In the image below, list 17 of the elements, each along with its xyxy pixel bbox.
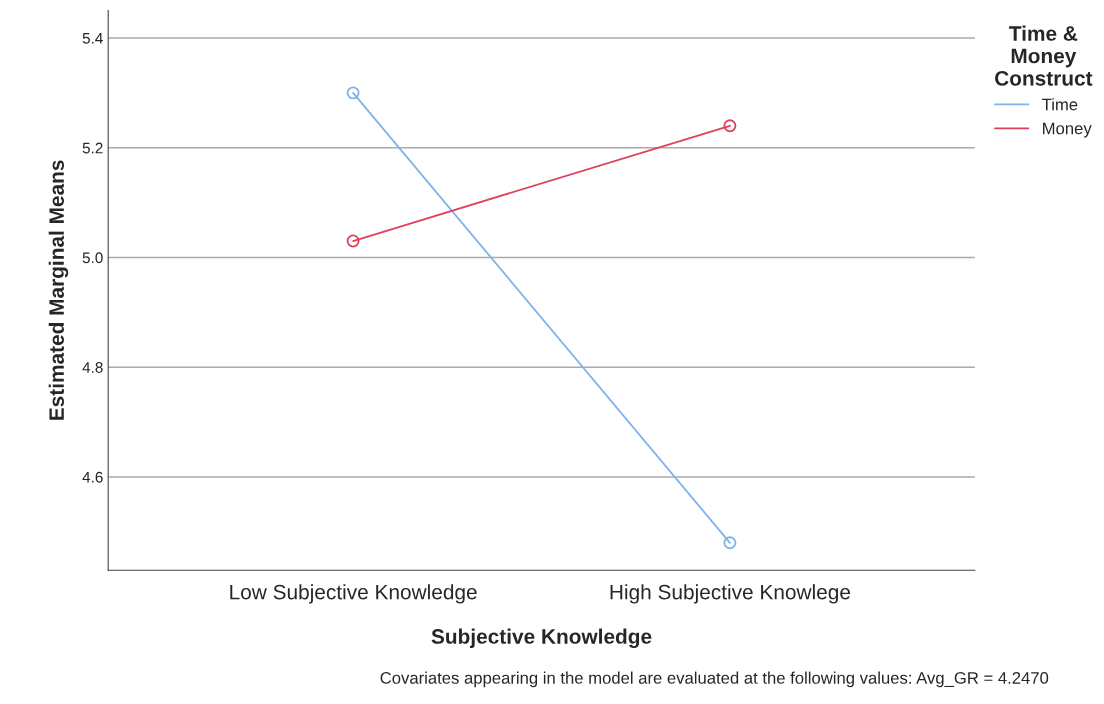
- x-tick-label: High Subjective Knowlege: [610, 584, 851, 604]
- point: [723, 119, 737, 133]
- point: [346, 234, 360, 248]
- x-axis-title: Subjective Knowledge: [431, 628, 652, 649]
- legend-label: Money: [1043, 122, 1092, 138]
- text: Covariates appearing in the model are evaluated at the following values: Avg_GR = 4.2470: [380, 671, 1049, 688]
- y-axis-title: Estimated Marginal Means: [48, 160, 69, 420]
- y-tick-label: 4.8: [82, 362, 103, 373]
- x-tick-label: Low Subjective Knowledge: [230, 584, 477, 604]
- point: [723, 536, 737, 550]
- y-tick-label: 5.0: [82, 252, 103, 264]
- y-tick-label: 5.4: [82, 33, 103, 44]
- point: [346, 86, 360, 100]
- y-tick-label: 4.6: [82, 471, 103, 483]
- legend-title: Time & Money Construct: [995, 25, 1093, 86]
- y-tick-label: 5.2: [82, 142, 103, 154]
- legend-label: Time: [1042, 98, 1078, 111]
